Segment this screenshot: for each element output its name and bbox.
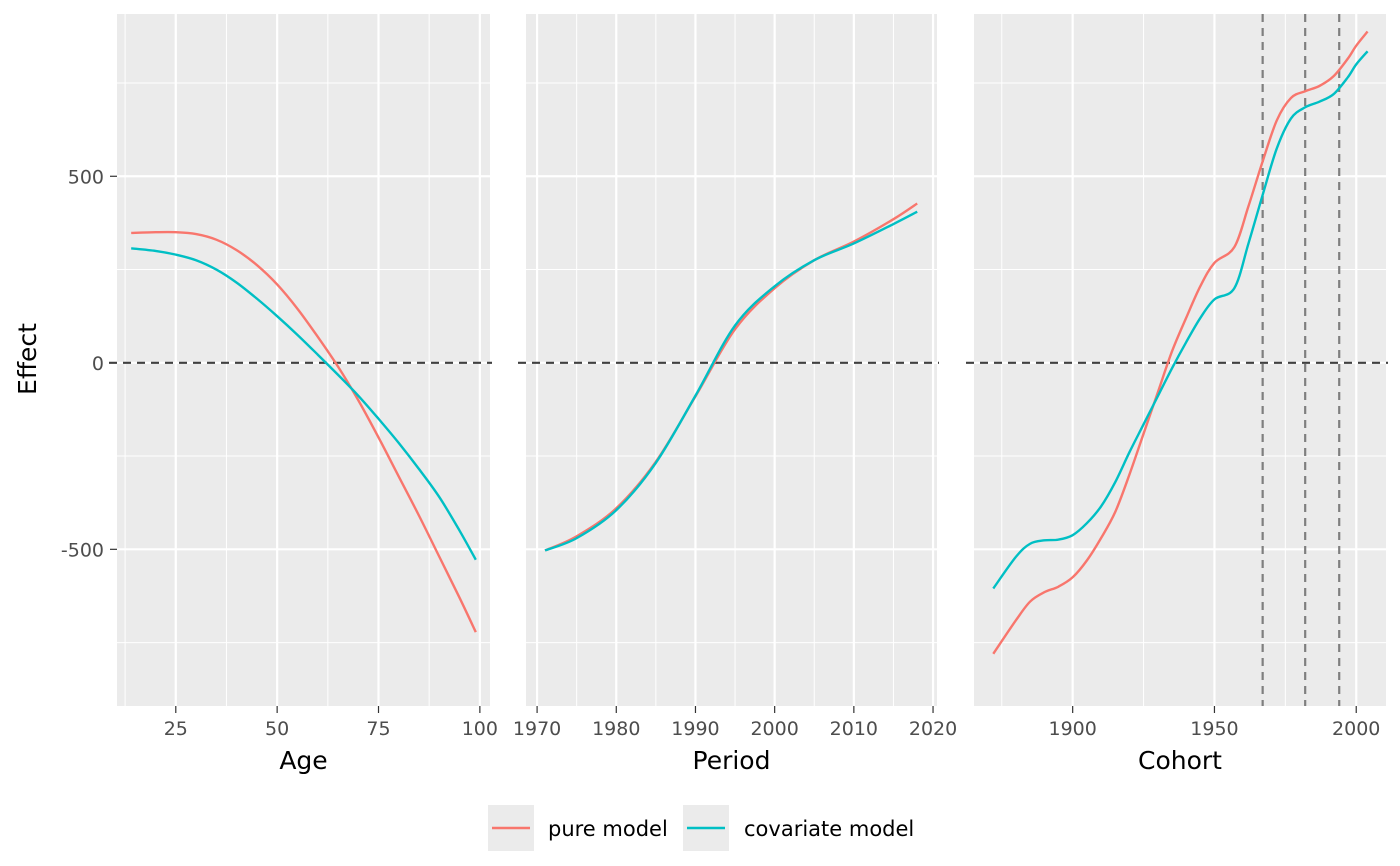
covariate-model-line (544, 210, 918, 552)
legend-label-pure-model: pure model (548, 817, 668, 841)
y-tick-label: -500 (61, 539, 104, 561)
x-tick-label: 25 (164, 718, 188, 740)
covariate-model-line (131, 247, 477, 561)
x-tick-label: 1950 (1190, 718, 1238, 740)
panel-background (117, 14, 490, 706)
x-tick-label: 2020 (909, 718, 957, 740)
x-axis-title-age: Age (279, 746, 327, 775)
y-axis-title: Effect (13, 323, 42, 395)
y-tick-label: 0 (92, 353, 104, 375)
panel-period: 1970 1980 1990 2000 2010 2020 Period (513, 14, 957, 775)
x-tick-label: 1980 (592, 718, 640, 740)
x-tick-label: 1990 (671, 718, 719, 740)
panel-background (526, 14, 937, 706)
legend-label-covariate-model: covariate model (744, 817, 914, 841)
series-group (992, 30, 1369, 655)
x-tick-label: 2010 (830, 718, 878, 740)
x-tick-label: 1900 (1048, 718, 1096, 740)
x-axis-title-period: Period (693, 746, 771, 775)
x-tick-label: 50 (265, 718, 289, 740)
covariate-model-line (992, 50, 1369, 590)
panel-age: 25 50 75 100 Age (109, 14, 498, 775)
facet-panels: 25 50 75 100 Age 1970 1980 1990 2000 2010 2020 Peri… (109, 14, 1388, 775)
legend: pure model covariate model (488, 805, 914, 851)
x-tick-label: 100 (462, 718, 498, 740)
panel-cohort: 1900 1950 2000 Cohort (966, 14, 1388, 775)
y-tick-label: 500 (68, 166, 104, 188)
series-group (131, 230, 477, 633)
pure-model-line (544, 202, 918, 552)
x-tick-label: 75 (366, 718, 390, 740)
series-group (544, 202, 918, 552)
x-tick-label: 2000 (1332, 718, 1380, 740)
y-axis-labels: -500 0 500 (61, 166, 117, 561)
panel-background (974, 14, 1386, 706)
x-axis-title-cohort: Cohort (1138, 746, 1222, 775)
pure-model-line (992, 30, 1369, 655)
pure-model-line (131, 230, 477, 633)
x-tick-label: 2000 (750, 718, 798, 740)
x-tick-label: 1970 (513, 718, 561, 740)
